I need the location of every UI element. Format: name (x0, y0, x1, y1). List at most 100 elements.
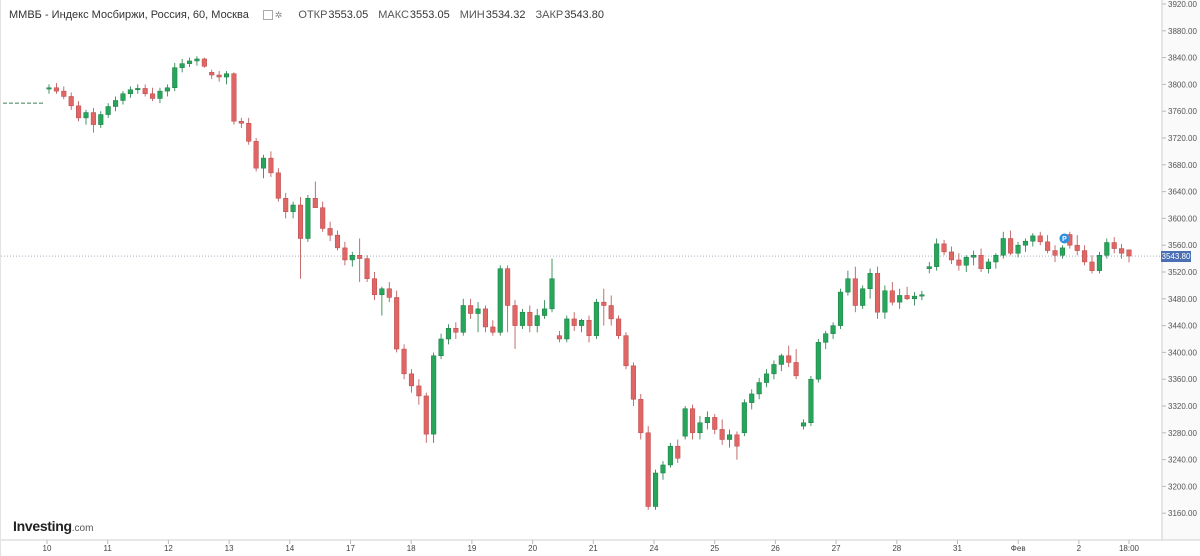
x-tick-label: 12 (164, 544, 173, 553)
y-tick-label: 3440.00 (1168, 322, 1197, 331)
event-marker-label: P (1062, 236, 1067, 243)
candle-body (357, 255, 363, 259)
y-tick-label: 3160.00 (1168, 509, 1197, 518)
candle-body (312, 198, 318, 208)
candle-body (113, 100, 119, 107)
logo-brand: Investing (13, 518, 72, 534)
candle-body (386, 288, 392, 298)
y-tick-label: 3560.00 (1168, 241, 1197, 250)
logo-domain: .com (71, 523, 94, 534)
candle-body (882, 290, 888, 313)
x-tick-label: 28 (892, 544, 901, 553)
candle-body (1037, 235, 1043, 243)
investing-logo[interactable]: Investing.com (13, 518, 93, 536)
candle-body (837, 291, 844, 326)
candle-body (172, 67, 178, 89)
candle-body (445, 328, 451, 340)
candle-body (460, 305, 466, 333)
y-tick-label: 3840.00 (1168, 54, 1197, 63)
y-tick-label: 3760.00 (1168, 107, 1197, 116)
x-tick-label: 24 (650, 544, 659, 553)
x-tick-label: 18:00 (1119, 544, 1140, 553)
candle-body (1104, 242, 1110, 256)
current-price-tag: 3543.80 (1161, 250, 1191, 262)
high-label: МАКС (378, 9, 409, 21)
candle-body (608, 305, 614, 320)
candle-body (1000, 238, 1006, 256)
candle-body (334, 234, 341, 249)
candle-body (527, 311, 533, 326)
candle-body (231, 73, 237, 122)
candle-body (601, 301, 607, 306)
candle-body (741, 402, 747, 434)
candle-body (889, 290, 895, 303)
candle-body (926, 266, 932, 269)
candle-body (431, 355, 437, 435)
candle-body (690, 408, 696, 434)
event-marker-icon[interactable] (1059, 233, 1070, 244)
x-tick-label: 20 (528, 544, 537, 553)
y-tick-label: 3800.00 (1168, 80, 1197, 89)
candle-body (1045, 241, 1051, 251)
candle-body (505, 268, 511, 306)
candle-body (223, 73, 230, 78)
settings-icon[interactable]: ✲ (274, 9, 283, 20)
candle-body (423, 395, 429, 435)
candle-body (1008, 238, 1014, 254)
x-tick-label: 19 (467, 544, 476, 553)
x-tick-label: 26 (771, 544, 780, 553)
y-tick-label: 3640.00 (1168, 188, 1197, 197)
candle-body (416, 385, 422, 397)
candle-body (616, 318, 622, 336)
candle-body (253, 141, 259, 169)
candle-body (179, 63, 185, 68)
x-tick-label: 21 (589, 544, 598, 553)
candle-body (164, 87, 170, 92)
candle-body (904, 295, 910, 300)
candle-body (704, 417, 710, 424)
candle-body (978, 255, 984, 269)
candle-body (453, 328, 459, 333)
candle-body (327, 228, 333, 236)
candle-body (845, 278, 851, 293)
x-tick-label: 10 (43, 544, 52, 553)
x-tick-label: 14 (285, 544, 294, 553)
candle-body (76, 105, 82, 119)
y-tick-label: 3600.00 (1168, 214, 1197, 223)
candle-body (556, 335, 562, 340)
candle-body (571, 318, 577, 326)
candle-body (941, 243, 947, 253)
x-tick-label: 2 (1077, 544, 1082, 553)
x-tick-label: 31 (953, 544, 962, 553)
candle-body (46, 87, 52, 90)
candle-body (542, 308, 548, 316)
candle-body (83, 112, 89, 119)
candle-body (394, 297, 400, 350)
y-ticks: 3160.00 3200.00 3240.00 3280.00 3320.00 3360.… (1162, 0, 1197, 518)
close-value: 3543.80 (564, 9, 604, 21)
candle-body (53, 87, 59, 92)
candle-body (645, 432, 651, 507)
candle-body (238, 121, 244, 124)
low-value: 3534.32 (485, 9, 526, 21)
candle-body (897, 295, 903, 303)
candle-body (919, 294, 925, 297)
candle-body (187, 60, 193, 64)
x-tick-label: 25 (710, 544, 719, 553)
y-tick-label: 3880.00 (1168, 27, 1197, 36)
candle-body (719, 429, 725, 440)
y-tick-label: 3320.00 (1168, 402, 1197, 411)
candle-body (297, 204, 304, 239)
high-value: 3553.05 (409, 9, 450, 21)
candle-body (68, 96, 74, 107)
candle-body (1111, 242, 1117, 249)
event-marker-group[interactable]: P (1059, 233, 1070, 244)
candle-body (786, 355, 792, 363)
candle-body (867, 273, 873, 289)
candle-body (135, 88, 141, 91)
candle-body (260, 157, 267, 169)
collapse-box-icon[interactable] (262, 10, 273, 20)
candle-body (275, 172, 281, 199)
candle-body (342, 247, 348, 261)
